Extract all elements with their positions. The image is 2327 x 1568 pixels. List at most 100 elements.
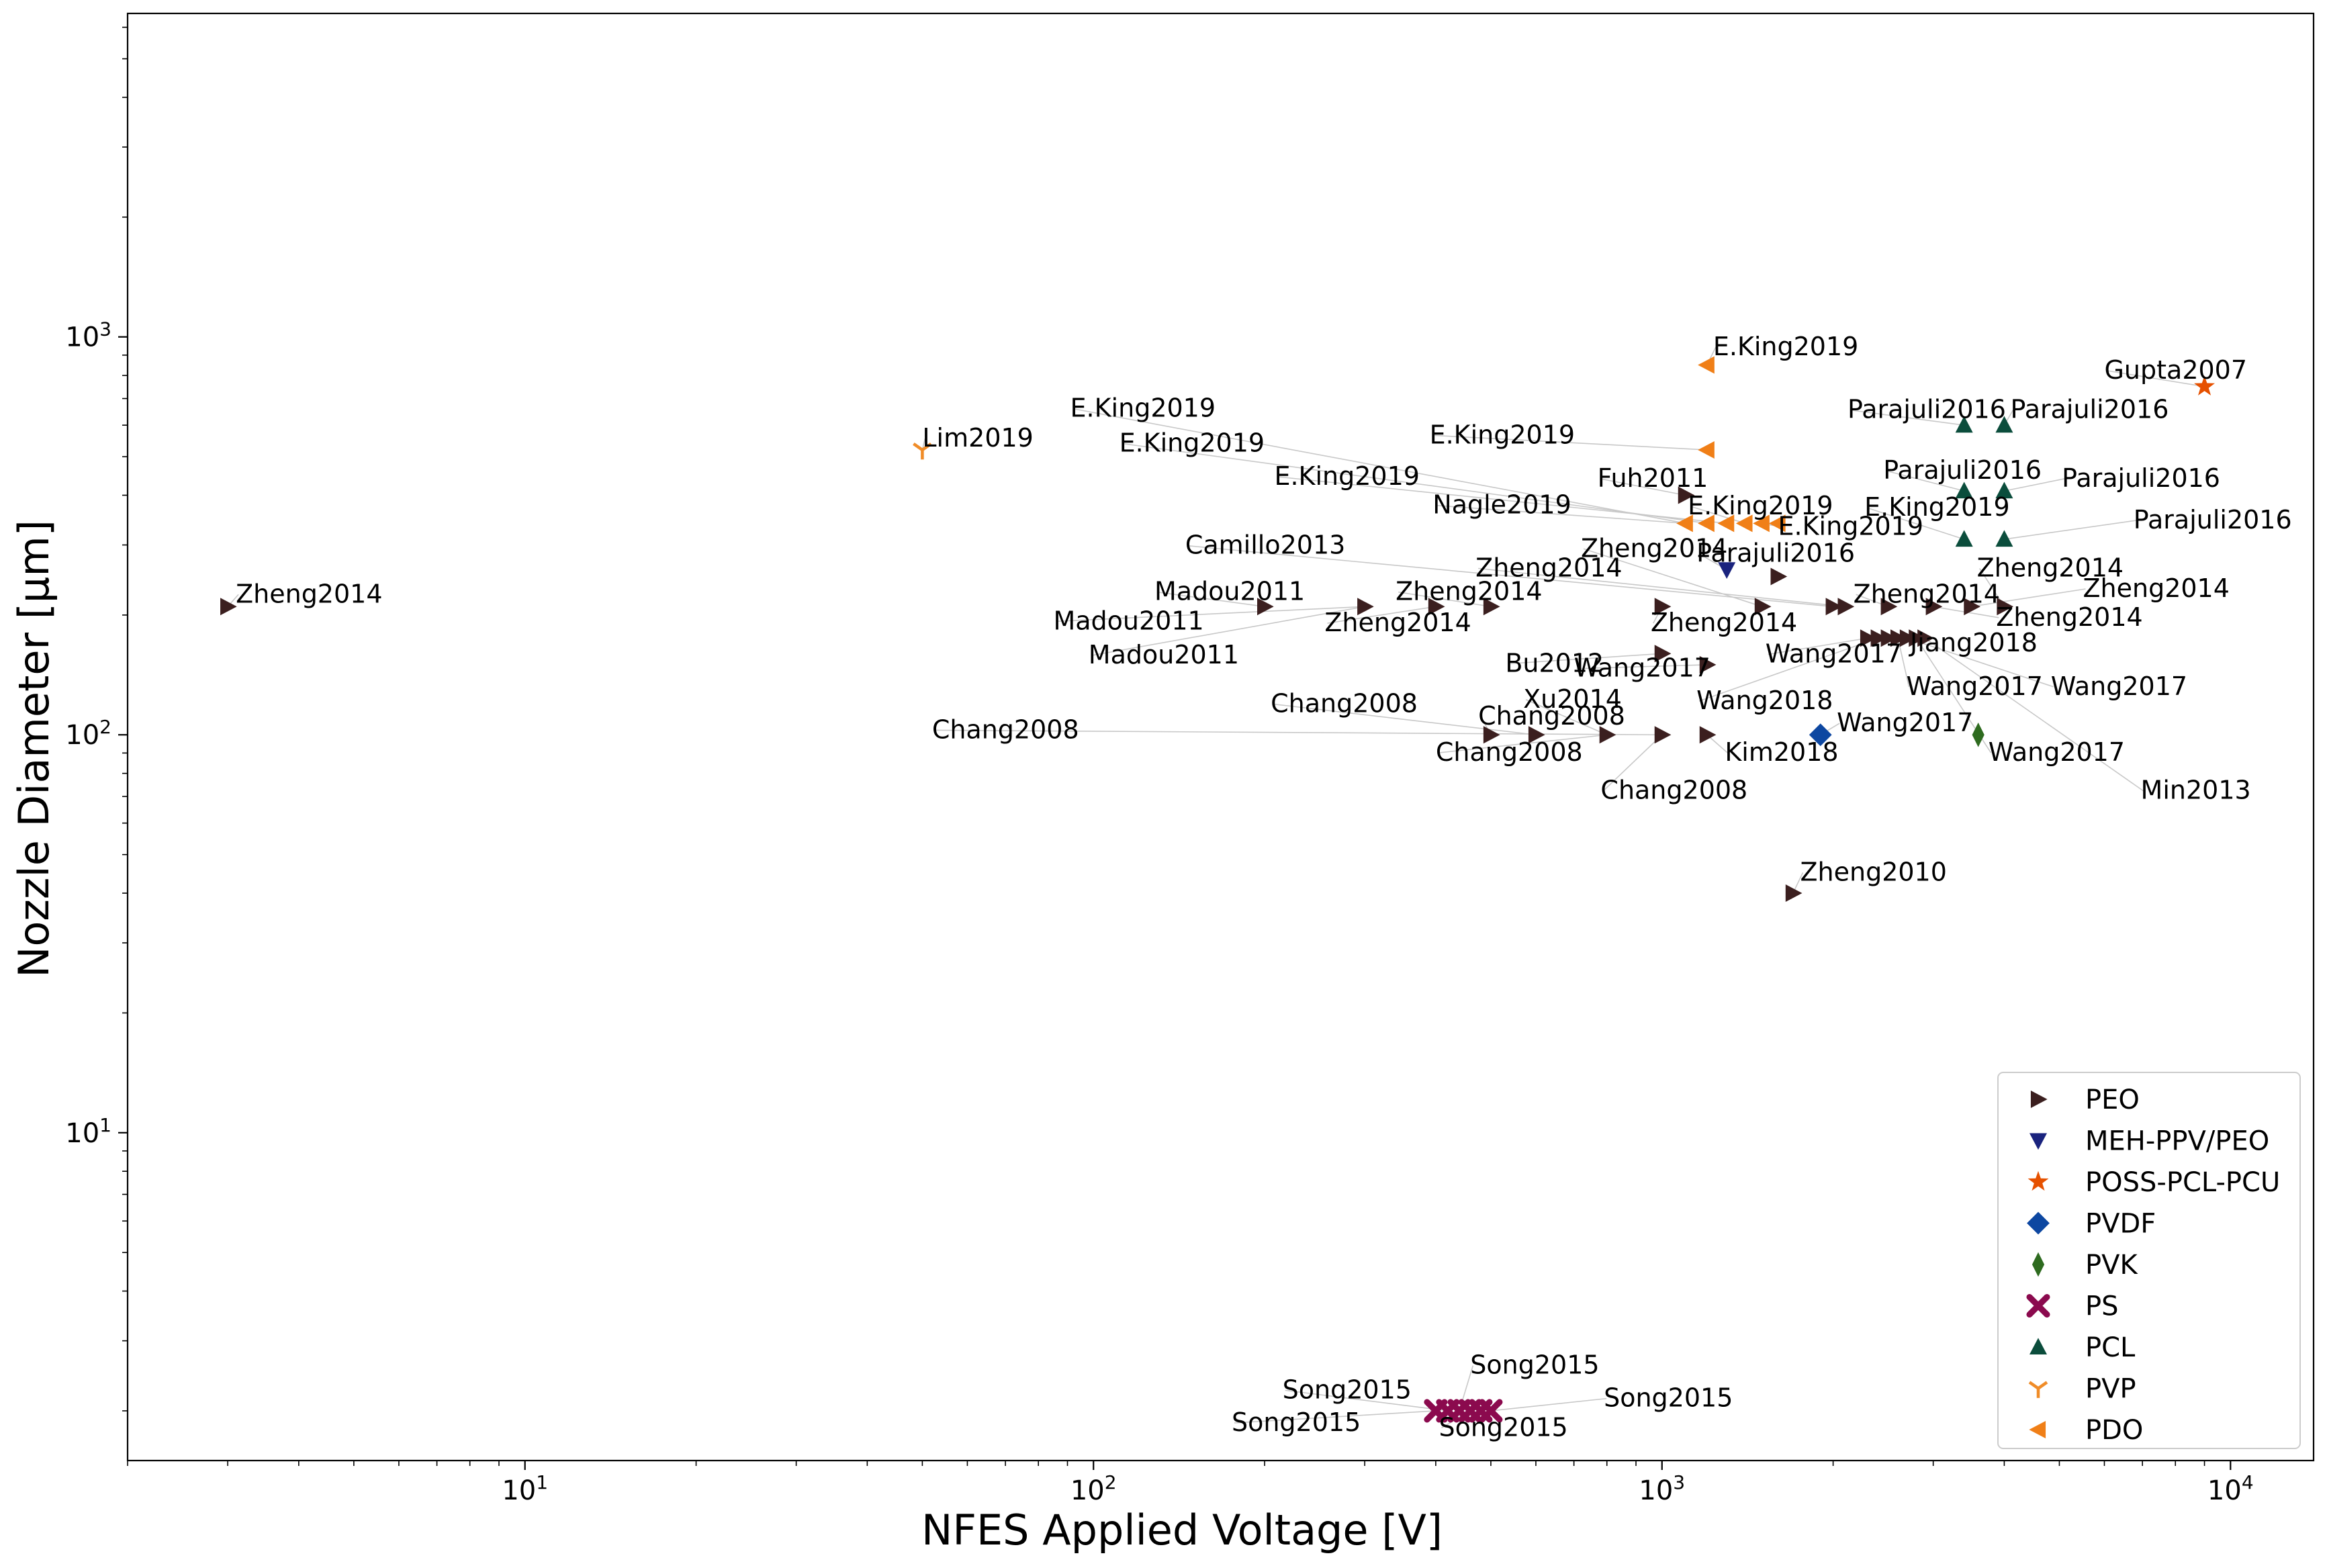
legend-label: PEO [2085, 1085, 2140, 1115]
annotation-label: Chang2008 [1436, 737, 1583, 767]
data-point-triangle-right [1257, 598, 1274, 616]
data-point-triangle-right [1770, 567, 1788, 586]
legend-marker [2030, 1091, 2048, 1108]
annotation-leader-line [1234, 1410, 1436, 1424]
annotation-label: Wang2017 [1907, 672, 2043, 701]
annotation-label: Zheng2014 [1396, 577, 1542, 606]
data-point-x [1479, 1399, 1503, 1423]
annotation-leader-line [1897, 638, 1910, 687]
annotation-leader-line [1850, 409, 1964, 426]
legend-marker [2032, 1252, 2045, 1277]
annotation-leader-line [1490, 1397, 1607, 1412]
annotation-label: Chang2008 [1478, 701, 1625, 731]
annotation-label: Parajuli2016 [1696, 539, 1855, 568]
data-point-triangle-right [1899, 629, 1917, 647]
annotation-label: Fuh2011 [1598, 463, 1708, 493]
data-point-triangle-left [1698, 514, 1715, 533]
x-axis-title: NFES Applied Voltage [V] [921, 1506, 1443, 1555]
data-point-triangle-right [1678, 486, 1695, 504]
data-point-triangle-right [1785, 884, 1803, 903]
data-point-triangle-right [1880, 598, 1898, 616]
annotation-label: Song2015 [1439, 1412, 1567, 1442]
y-tick-label: 101 [65, 1114, 111, 1149]
annotation-leader-line [2107, 370, 2205, 387]
data-point-triangle-right [1880, 629, 1898, 647]
x-tick-label: 104 [2207, 1471, 2254, 1506]
annotation-leader-line [1073, 408, 1686, 524]
annotation-label: Song2015 [1604, 1383, 1733, 1413]
annotation-label: Song2015 [1283, 1375, 1412, 1404]
annotation-label: E.King2019 [1713, 332, 1858, 361]
annotation-label: Zheng2014 [1651, 608, 1797, 637]
annotation-leader-line [1056, 606, 1365, 622]
annotation-label: Lim2019 [922, 423, 1033, 453]
annotation-label: Zheng2014 [1977, 553, 2124, 582]
annotation-leader-line [1583, 548, 1763, 608]
data-markers [220, 356, 2216, 1423]
y-axis-title: Nozzle Diameter [μm] [9, 520, 58, 978]
annotation-label: Zheng2014 [1475, 553, 1622, 582]
data-point-triangle-right [1699, 655, 1717, 674]
x-tick-label: 103 [1639, 1471, 1685, 1506]
annotation-leader-line [1602, 734, 1663, 792]
annotation-leader-line [1438, 734, 1607, 753]
axis-ticks: 101 102 103 104 101 102 103 [65, 26, 2254, 1506]
data-point-triangle-up [1995, 530, 2013, 547]
data-point-triangle-left [1768, 514, 1786, 533]
annotation-leader-line [1690, 506, 1745, 524]
legend-label: PCL [2085, 1332, 2136, 1363]
legend-label: PS [2085, 1291, 2119, 1322]
data-point-triangle-right [1483, 598, 1500, 616]
annotation-label: Wang2017 [1989, 737, 2125, 767]
legend-marker [2026, 1293, 2050, 1318]
data-point-triangle-left [1676, 514, 1693, 533]
data-point-triangle-right [1357, 598, 1374, 616]
annotation-label: Wang2017 [1837, 708, 1973, 737]
data-point-triangle-right [1825, 598, 1843, 616]
annotation-label: Zheng2014 [1996, 602, 2142, 632]
annotation-leader-line [2004, 478, 2065, 492]
annotation-label: Madou2011 [1089, 640, 1239, 670]
legend-label: MEH-PPV/PEO [2085, 1126, 2269, 1157]
data-point-triangle-right [1964, 598, 1980, 616]
data-point-triangle-left [1717, 514, 1735, 533]
annotation-leader-line [1273, 703, 1537, 736]
data-point-triangle-right [1917, 629, 1934, 647]
annotation-leader-line [1907, 637, 2054, 688]
legend-label: PVP [2085, 1374, 2136, 1405]
annotation-leader-line [1091, 606, 1365, 656]
annotation-label: Madou2011 [1154, 577, 1305, 606]
data-point-triangle-right [1528, 726, 1545, 744]
annotation-label: Zheng2014 [1581, 533, 1727, 563]
data-point-triangle-left [1698, 356, 1715, 374]
annotation-leader-line [1187, 545, 1833, 608]
data-point-thin-diamond [1972, 723, 1984, 747]
annotation-label: E.King2019 [1430, 420, 1575, 449]
annotation-leader-line [1698, 637, 1878, 702]
annotation-label: Zheng2010 [1800, 857, 1947, 886]
annotation-leader-line [1285, 1389, 1448, 1412]
annotation-label: E.King2019 [1864, 492, 2009, 522]
legend-label: PDO [2085, 1415, 2143, 1446]
annotation-label: E.King2019 [1070, 394, 1216, 423]
annotation-label: Wang2017 [1766, 639, 1902, 668]
annotation-leader-line [1768, 637, 1868, 655]
data-point-triangle-right [1599, 726, 1616, 744]
data-point-triangle-up [1955, 481, 1973, 499]
x-tick-label: 102 [1070, 1471, 1117, 1506]
annotation-leader-line [1156, 591, 1265, 608]
legend-box [1997, 1072, 2301, 1449]
annotation-leader-line [1432, 434, 1707, 451]
legend: PEO MEH-PPV/PEO POSS-PCL-PCU PVDF PVK PS PCL PV… [1997, 1072, 2301, 1449]
annotation-label: E.King2019 [1778, 512, 1923, 541]
annotation-label: Wang2017 [1574, 653, 1710, 683]
annotation-leader-line [1924, 637, 2144, 792]
data-point-triangle-right [1997, 598, 2014, 616]
annotation-leader-line [1435, 504, 1686, 524]
data-point-triangle-right [1654, 645, 1672, 663]
annotation-leader-line [1327, 606, 1436, 624]
y-tick-label: 102 [65, 716, 111, 751]
annotation-label: Zheng2014 [2083, 573, 2230, 603]
annotation-leader-line [1122, 443, 1707, 524]
